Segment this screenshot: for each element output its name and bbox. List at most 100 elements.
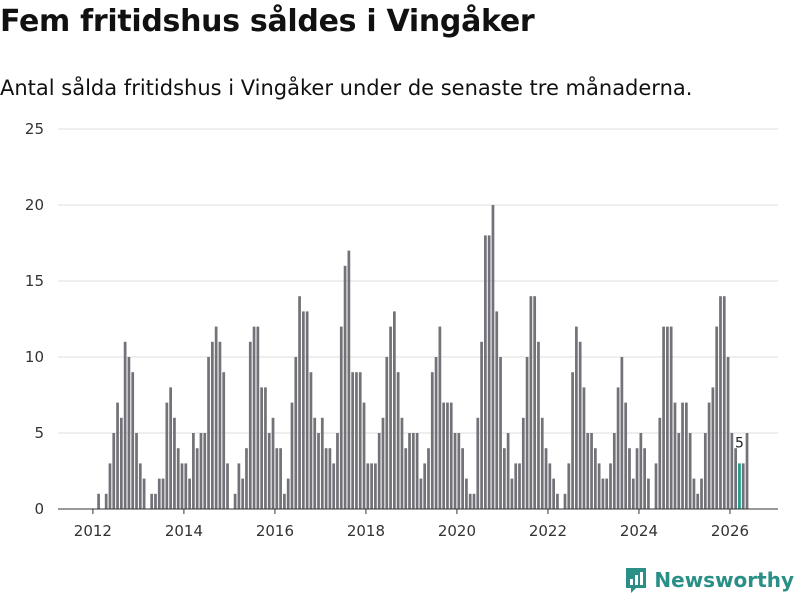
- bar: [612, 433, 616, 509]
- bar: [351, 372, 355, 509]
- bar: [548, 463, 552, 509]
- bar: [635, 448, 639, 509]
- bar: [430, 372, 434, 509]
- y-tick-label: 0: [34, 500, 44, 518]
- bar: [628, 448, 631, 509]
- bar: [343, 265, 347, 509]
- bar: [237, 463, 241, 509]
- bar: [605, 478, 609, 509]
- bar: [313, 417, 317, 509]
- bar: [529, 296, 533, 509]
- bar: [457, 433, 461, 509]
- bar: [271, 417, 275, 509]
- bar: [552, 478, 555, 509]
- bar: [719, 296, 722, 509]
- bar: [188, 478, 191, 509]
- bar: [222, 372, 226, 509]
- bar: [726, 357, 730, 509]
- bar: [305, 311, 309, 509]
- x-tick-label: 2020: [438, 522, 476, 540]
- bar: [264, 387, 267, 509]
- bar: [347, 250, 351, 509]
- bar: [624, 402, 628, 509]
- bar: [442, 402, 446, 509]
- bar: [260, 387, 264, 509]
- bar: [582, 387, 586, 509]
- bar: [521, 417, 525, 509]
- bar: [275, 448, 279, 509]
- bar: [703, 433, 707, 509]
- bar: [135, 433, 138, 509]
- bar: [449, 402, 453, 509]
- bar: [324, 448, 328, 509]
- x-tick-label: 2024: [620, 522, 658, 540]
- bar: [248, 341, 252, 509]
- bar: [252, 326, 256, 509]
- bar: [578, 341, 582, 509]
- bar: [677, 433, 681, 509]
- bar: [491, 205, 495, 509]
- bar: [97, 493, 100, 509]
- bar: [666, 326, 669, 509]
- bar: [544, 448, 548, 509]
- bar: [309, 372, 313, 509]
- bar: [408, 433, 411, 509]
- bar: [563, 493, 567, 509]
- bar: [241, 478, 245, 509]
- bar: [601, 478, 605, 509]
- x-tick-label: 2016: [256, 522, 294, 540]
- bar: [328, 448, 332, 509]
- bar: [684, 402, 688, 509]
- bar: [411, 433, 415, 509]
- bar: [590, 433, 593, 509]
- bar: [438, 326, 442, 509]
- newsworthy-logo: Newsworthy: [624, 566, 794, 594]
- bar: [647, 478, 650, 509]
- bar: [123, 341, 127, 509]
- y-tick-label: 10: [25, 348, 44, 366]
- bar: [669, 326, 673, 509]
- brand-name: Newsworthy: [654, 568, 794, 592]
- bar: [218, 341, 222, 509]
- y-tick-label: 15: [25, 272, 44, 290]
- bar: [104, 493, 108, 509]
- bar: [245, 448, 248, 509]
- bar: [150, 493, 154, 509]
- bar: [662, 326, 665, 509]
- bar: [267, 433, 271, 509]
- bar: [385, 357, 389, 509]
- bar: [556, 493, 559, 509]
- bar: [518, 463, 521, 509]
- bar: [400, 417, 404, 509]
- bar: [616, 387, 620, 509]
- bar: [393, 311, 396, 509]
- bar: [169, 387, 172, 509]
- bar: [434, 357, 438, 509]
- bar: [567, 463, 571, 509]
- bar: [688, 433, 692, 509]
- bar: [161, 478, 165, 509]
- data-label-latest: 5: [735, 435, 744, 451]
- bar: [484, 235, 487, 509]
- bar: [396, 372, 400, 509]
- bar: [593, 448, 597, 509]
- bar: [112, 433, 116, 509]
- bar: [362, 402, 366, 509]
- bar: [427, 448, 430, 509]
- bar: [658, 417, 662, 509]
- bar: [332, 463, 336, 509]
- bar: [366, 463, 370, 509]
- bar: [700, 478, 703, 509]
- bar: [290, 402, 294, 509]
- x-tick-label: 2014: [165, 522, 203, 540]
- y-tick-label: 20: [25, 196, 44, 214]
- bar: [696, 493, 700, 509]
- bar: [715, 326, 719, 509]
- bar: [506, 433, 510, 509]
- bar: [370, 463, 373, 509]
- bar: [233, 493, 237, 509]
- bar: [131, 372, 135, 509]
- bar: [681, 402, 684, 509]
- bar: [631, 478, 635, 509]
- bar: [423, 463, 427, 509]
